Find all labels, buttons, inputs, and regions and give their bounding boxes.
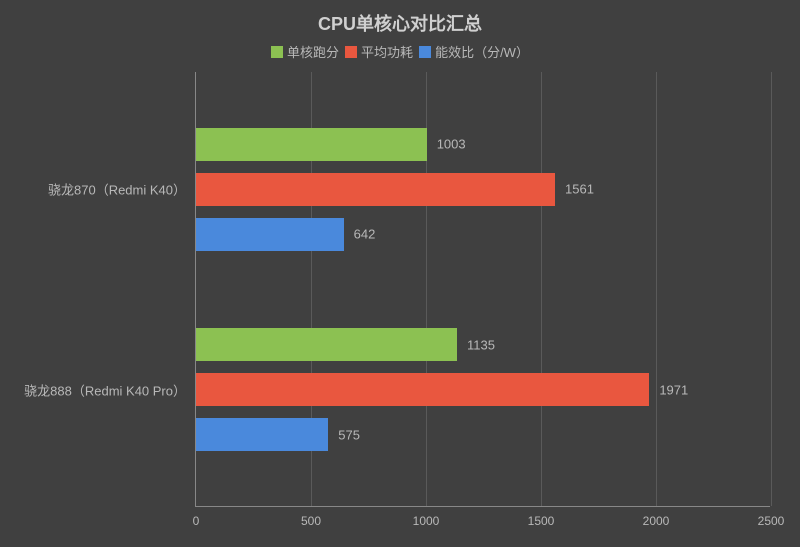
bar-row: 1971 — [196, 373, 770, 406]
bar: 1971 — [196, 373, 649, 406]
bar-row: 1561 — [196, 173, 770, 206]
plot-area: 05001000150020002500骁龙870（Redmi K40）1003… — [195, 72, 770, 507]
x-tick-label: 2000 — [643, 514, 670, 528]
chart-title: CPU单核心对比汇总 — [0, 0, 800, 36]
bar-value-label: 1003 — [427, 137, 466, 152]
x-tick-label: 1500 — [528, 514, 555, 528]
category-label: 骁龙870（Redmi K40） — [48, 180, 196, 199]
legend-label-2: 能效比（分/W） — [435, 42, 529, 61]
bar: 1003 — [196, 128, 427, 161]
legend-label-1: 平均功耗 — [361, 42, 413, 61]
legend: 单核跑分 平均功耗 能效比（分/W） — [0, 42, 800, 61]
bar: 575 — [196, 418, 328, 451]
x-tick-label: 2500 — [758, 514, 785, 528]
bar-value-label: 1971 — [649, 382, 688, 397]
bar-value-label: 575 — [328, 427, 360, 442]
bar: 642 — [196, 218, 344, 251]
x-tick-label: 1000 — [413, 514, 440, 528]
legend-label-0: 单核跑分 — [287, 42, 339, 61]
legend-item-2: 能效比（分/W） — [419, 42, 529, 61]
bar: 1135 — [196, 328, 457, 361]
category-group: 骁龙888（Redmi K40 Pro）11351971575 — [196, 328, 770, 451]
bar-value-label: 1135 — [457, 337, 495, 352]
gridline — [771, 72, 772, 506]
bar-row: 642 — [196, 218, 770, 251]
legend-item-0: 单核跑分 — [271, 42, 339, 61]
legend-item-1: 平均功耗 — [345, 42, 413, 61]
bar-row: 1135 — [196, 328, 770, 361]
bar-row: 575 — [196, 418, 770, 451]
category-label: 骁龙888（Redmi K40 Pro） — [24, 380, 196, 399]
x-tick-label: 500 — [301, 514, 321, 528]
bar-value-label: 642 — [344, 227, 376, 242]
x-tick-label: 0 — [193, 514, 200, 528]
bar-row: 1003 — [196, 128, 770, 161]
category-group: 骁龙870（Redmi K40）10031561642 — [196, 128, 770, 251]
legend-swatch-2 — [419, 46, 431, 58]
legend-swatch-0 — [271, 46, 283, 58]
bar-value-label: 1561 — [555, 182, 594, 197]
legend-swatch-1 — [345, 46, 357, 58]
bar: 1561 — [196, 173, 555, 206]
